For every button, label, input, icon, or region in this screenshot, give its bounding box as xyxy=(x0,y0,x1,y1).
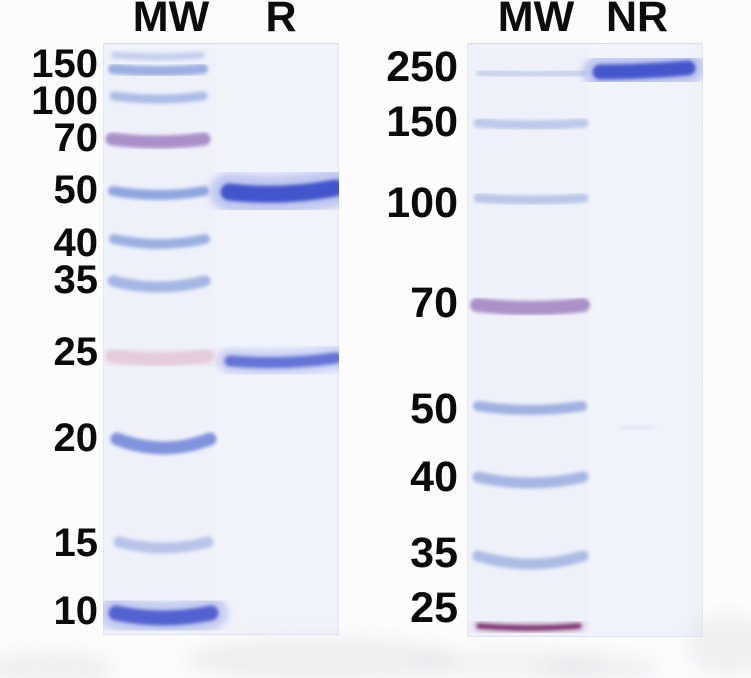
gel-band xyxy=(619,424,655,431)
ladder-label-25-kda: 25 xyxy=(410,583,458,632)
ladder-label-10-kda: 10 xyxy=(53,589,99,633)
gel-band-25kda xyxy=(476,623,582,631)
gel-band-100kda xyxy=(109,91,208,104)
photo-smudge xyxy=(185,638,455,678)
photo-smudge xyxy=(540,655,660,678)
ladder-label-250-kda: 250 xyxy=(386,42,458,91)
gel-band-40kda xyxy=(472,471,589,489)
ladder-label-70-kda: 70 xyxy=(410,278,458,327)
photo-smudge xyxy=(415,648,605,678)
gel-band-150kda xyxy=(473,118,589,130)
gel-band-approx-250kda xyxy=(592,60,696,80)
ladder-label-150-kda: 150 xyxy=(386,97,458,146)
ladder-label-15-kda: 15 xyxy=(53,521,99,565)
photo-smudge xyxy=(688,615,751,675)
ladder-label-100-kda: 100 xyxy=(386,178,458,227)
gel-band-15kda xyxy=(113,536,214,554)
gel-band xyxy=(111,51,205,61)
gel-band-70kda xyxy=(470,298,590,315)
lane-header-mw-right: MW xyxy=(497,0,575,41)
ladder-label-35-kda: 35 xyxy=(53,258,99,302)
gel-band-50kda xyxy=(473,401,587,415)
lane-header-non-reduced: NR xyxy=(605,0,669,41)
ladder-label-40-kda: 40 xyxy=(410,452,458,501)
ladder-label-40-kda: 40 xyxy=(53,221,99,265)
ladder-label-100-kda: 100 xyxy=(31,79,98,123)
ladder-label-50-kda: 50 xyxy=(53,168,99,212)
gel-band-10kda xyxy=(108,605,219,626)
gel-band-50kda xyxy=(108,186,209,200)
ladder-label-20-kda: 20 xyxy=(53,416,99,460)
lane-header-mw-left: MW xyxy=(132,0,210,41)
gel-panel-reduced xyxy=(103,43,339,635)
ladder-label-50-kda: 50 xyxy=(410,384,458,433)
gel-panel-non-reduced xyxy=(467,43,703,637)
gel-band-approx-50kda xyxy=(220,179,339,203)
gel-band-100kda xyxy=(473,193,589,205)
gel-bands-svg xyxy=(103,51,339,635)
gel-band-35kda xyxy=(472,550,589,570)
gel-band-70kda xyxy=(105,132,211,149)
gel-band-35kda xyxy=(107,275,211,293)
gel-band-20kda xyxy=(110,432,217,455)
gel-band-approx-25kda xyxy=(224,352,339,369)
gel-band-250kda xyxy=(476,69,587,78)
ladder-label-150-kda: 150 xyxy=(31,42,98,86)
ladder-label-25-kda: 25 xyxy=(53,330,99,374)
ladder-label-35-kda: 35 xyxy=(410,528,458,577)
photo-smudge xyxy=(0,652,115,678)
gel-band-25kda xyxy=(105,349,214,366)
gel-band-150kda xyxy=(108,64,208,76)
lane-header-reduced: R xyxy=(265,0,297,41)
gel-band-40kda xyxy=(109,234,210,249)
gel-bands-svg xyxy=(470,50,703,634)
ladder-label-70-kda: 70 xyxy=(53,116,99,160)
